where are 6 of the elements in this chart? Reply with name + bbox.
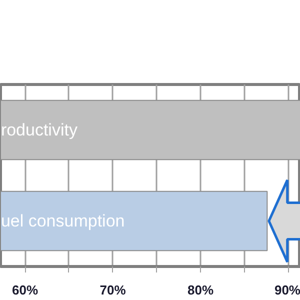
x-tick-label: 90% — [274, 282, 300, 298]
x-tick-label: 80% — [187, 282, 214, 298]
y-tick-label: roductivity — [0, 120, 78, 140]
x-tick-label: 60% — [12, 282, 39, 298]
x-tick-label: 70% — [100, 282, 126, 298]
y-tick-label: uel consumption — [0, 212, 125, 230]
